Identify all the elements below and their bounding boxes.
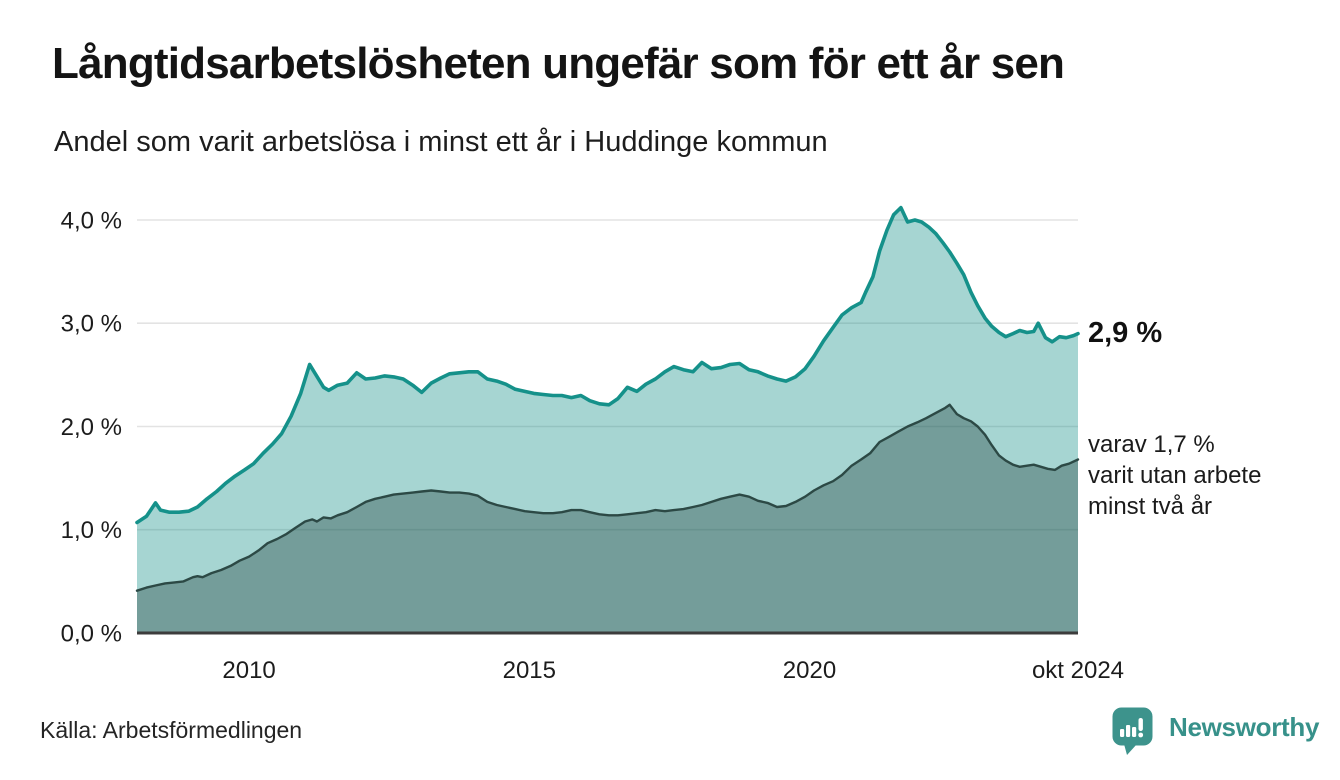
page-subtitle: Andel som varit arbetslösa i minst ett å…: [54, 126, 828, 158]
y-axis-label: 1,0 %: [61, 517, 122, 544]
newsworthy-brand: Newsworthy: [1112, 707, 1319, 757]
source-label: Källa: Arbetsförmedlingen: [40, 717, 303, 743]
y-axis-label: 4,0 %: [61, 208, 122, 235]
series-area-0: [137, 207, 1078, 633]
note-line-1: varav 1,7 %: [1088, 431, 1215, 458]
latest-value-label: 2,9 %: [1088, 317, 1163, 349]
y-axis-label: 2,0 %: [61, 414, 122, 441]
x-axis-label: 2015: [503, 657, 556, 684]
note-line-3: minst två år: [1088, 493, 1213, 520]
x-axis-label: 2020: [783, 657, 836, 684]
note-line-2: varit utan arbete: [1088, 462, 1262, 489]
series-line-0: [135, 205, 1080, 525]
x-axis-label: okt 2024: [1032, 657, 1124, 684]
y-axis-label: 0,0 %: [61, 621, 122, 648]
y-axis-label: 3,0 %: [61, 311, 122, 338]
series-line-1: [135, 403, 1080, 592]
newsworthy-logo-icon: [1112, 707, 1153, 755]
newsworthy-logo-text: Newsworthy: [1169, 712, 1320, 742]
series-area-1: [137, 404, 1078, 633]
secondary-series-note: varav 1,7 % varit utan arbete minst två …: [1088, 429, 1261, 522]
x-axis-label: 2010: [222, 657, 275, 684]
page-title: Långtidsarbetslösheten ungefär som för e…: [52, 39, 1065, 88]
